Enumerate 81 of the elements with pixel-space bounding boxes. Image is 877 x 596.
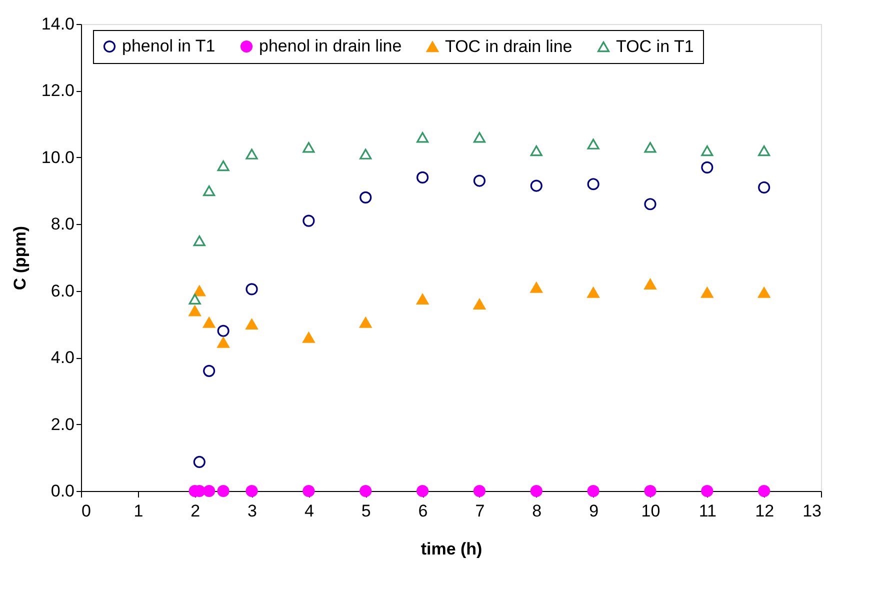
point xyxy=(302,332,315,343)
point xyxy=(587,138,600,150)
point xyxy=(644,198,656,210)
x-tick-label: 10 xyxy=(641,502,660,520)
point xyxy=(203,185,216,196)
point xyxy=(644,142,656,153)
point xyxy=(758,181,770,194)
point xyxy=(246,484,258,498)
point xyxy=(416,294,429,305)
point xyxy=(473,174,486,187)
point xyxy=(758,287,770,298)
point xyxy=(188,306,201,316)
point xyxy=(701,287,714,298)
y-tick-label: 2.0 xyxy=(50,414,74,434)
point xyxy=(302,214,315,227)
point xyxy=(758,145,770,156)
y-tick-label: 14.0 xyxy=(41,14,74,34)
point xyxy=(360,317,372,328)
point xyxy=(203,484,216,498)
point xyxy=(246,148,258,160)
point xyxy=(587,484,600,498)
point xyxy=(188,294,201,305)
point xyxy=(193,456,206,468)
point xyxy=(644,484,656,498)
x-axis-title: time (h) xyxy=(420,540,482,558)
point xyxy=(217,484,230,498)
x-tick-label: 13 xyxy=(802,502,822,520)
point xyxy=(701,145,714,156)
point xyxy=(587,287,600,298)
x-tick-label: 7 xyxy=(475,502,485,520)
y-tick-label: 4.0 xyxy=(50,348,74,368)
point xyxy=(217,324,230,337)
y-tick-label: 10.0 xyxy=(41,148,74,167)
point xyxy=(473,484,486,498)
point xyxy=(217,337,230,348)
point xyxy=(473,298,486,310)
point xyxy=(360,148,372,160)
y-tick-label: 8.0 xyxy=(50,214,74,234)
legend-label: phenol in T1 xyxy=(122,36,216,56)
legend-label: phenol in drain line xyxy=(259,36,402,56)
x-tick-label: 8 xyxy=(532,502,542,520)
y-tick-label: 12.0 xyxy=(41,81,74,100)
point xyxy=(203,364,216,377)
x-tick-label: 3 xyxy=(248,502,258,520)
point xyxy=(416,132,429,143)
point xyxy=(530,282,542,293)
point xyxy=(416,484,429,498)
point xyxy=(416,171,429,184)
point xyxy=(530,484,542,498)
point xyxy=(587,178,600,190)
x-tick-label: 0 xyxy=(82,502,91,520)
point xyxy=(701,161,714,174)
y-tick-label: 6.0 xyxy=(50,281,74,300)
y-axis-title: C (ppm) xyxy=(10,226,30,290)
legend-label: TOC in T1 xyxy=(616,36,694,56)
x-tick-label: 11 xyxy=(698,502,716,520)
point xyxy=(193,286,206,296)
point xyxy=(246,283,258,296)
y-tick-label: 0.0 xyxy=(50,482,74,500)
point xyxy=(758,484,770,498)
legend-label: TOC in drain line xyxy=(445,36,572,56)
point xyxy=(473,132,486,143)
point xyxy=(701,484,714,498)
point xyxy=(203,317,216,328)
x-tick-label: 6 xyxy=(418,502,428,520)
x-tick-label: 1 xyxy=(134,502,144,520)
point xyxy=(530,145,542,156)
x-tick-label: 4 xyxy=(304,502,314,520)
point xyxy=(302,142,315,153)
point xyxy=(246,318,258,330)
x-tick-label: 9 xyxy=(589,502,599,520)
point xyxy=(530,180,542,192)
point xyxy=(644,278,656,290)
point xyxy=(360,484,372,498)
x-tick-label: 12 xyxy=(755,502,774,520)
point xyxy=(360,191,372,204)
x-tick-label: 5 xyxy=(361,502,371,520)
point xyxy=(302,484,315,498)
x-tick-label: 2 xyxy=(190,502,200,520)
point xyxy=(193,235,206,246)
point xyxy=(217,160,230,172)
